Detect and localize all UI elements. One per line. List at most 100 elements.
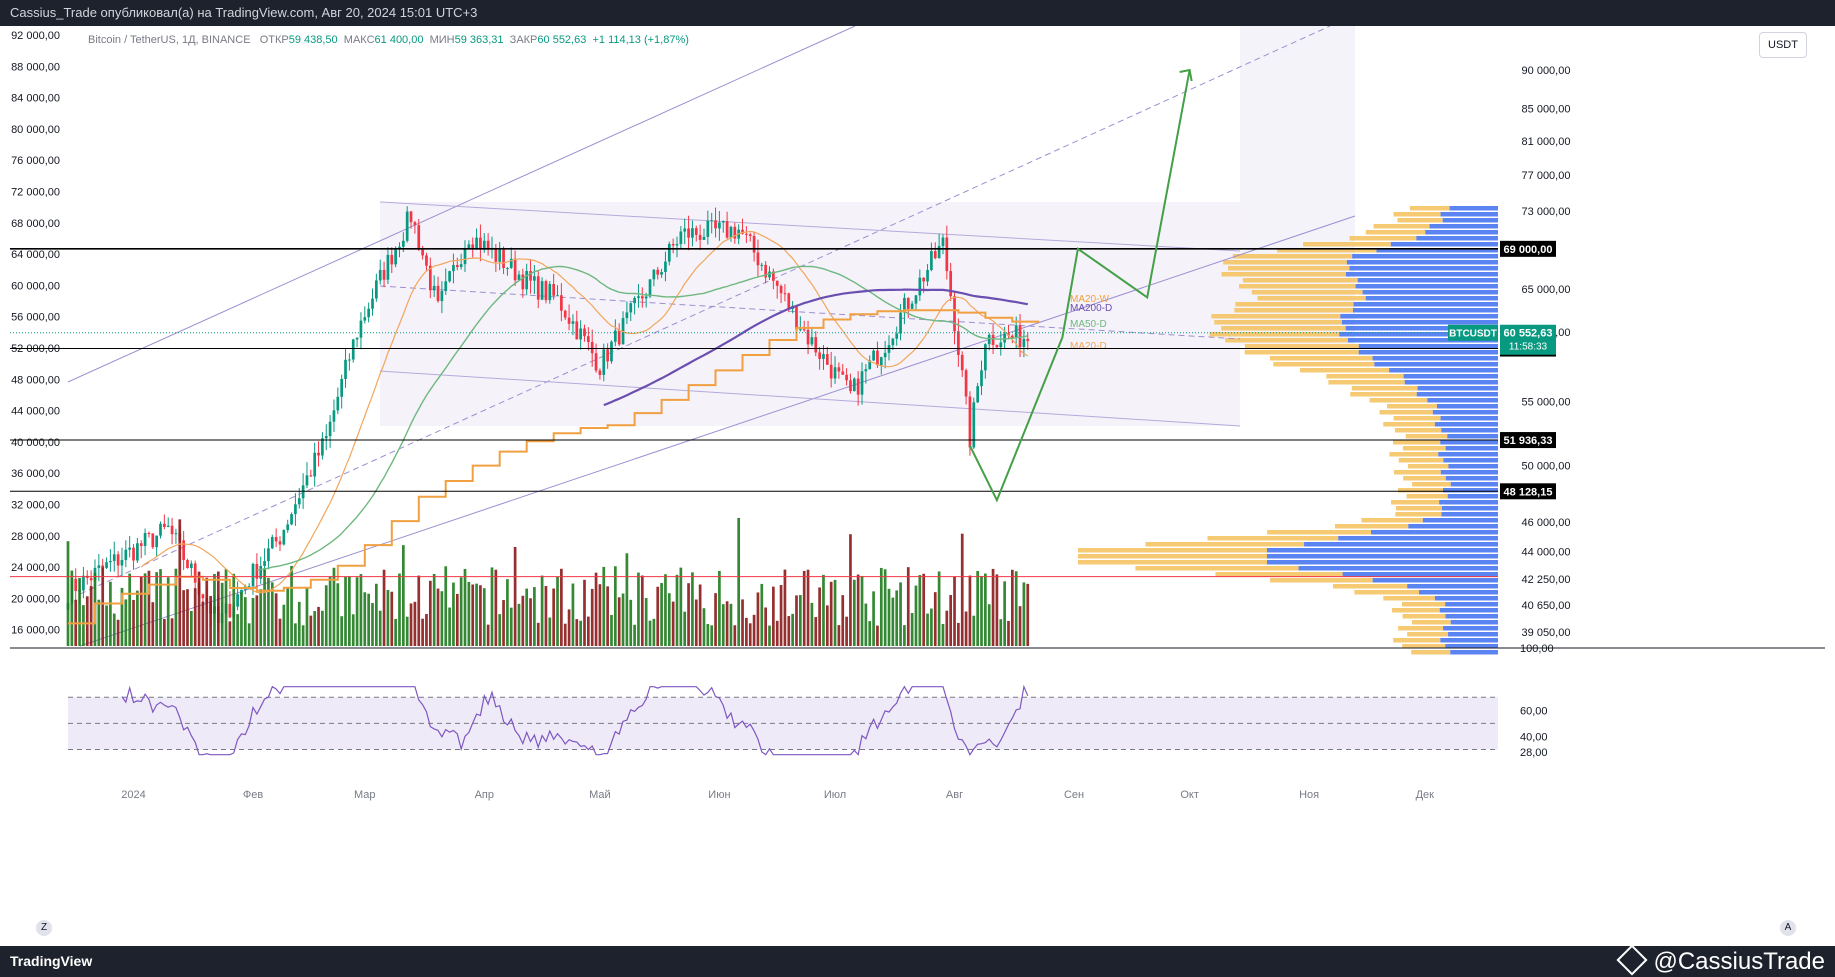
volume-profile-buy	[1445, 614, 1498, 619]
volume-bar	[725, 601, 729, 646]
candle-body	[1026, 338, 1030, 342]
x-axis-tick: Июл	[824, 789, 846, 801]
candle-body	[714, 220, 717, 229]
candle-body	[725, 221, 729, 238]
volume-profile-sell	[1398, 626, 1444, 631]
candle-body	[899, 312, 902, 334]
candle-body	[594, 353, 598, 371]
price-chart[interactable]: 92 000,00 88 000,00 84 000,00 80 000,00 76 0…	[10, 26, 1825, 946]
candle-body	[957, 331, 960, 355]
candle-body	[309, 475, 313, 477]
volume-profile-buy	[1445, 446, 1498, 451]
volume-profile-buy	[1439, 500, 1498, 505]
volume-bar	[883, 569, 887, 646]
right-axis-tick: 65 000,00	[1522, 284, 1571, 296]
volume-profile-buy	[1298, 566, 1498, 571]
volume-bar	[737, 517, 741, 646]
volume-bar	[220, 582, 224, 646]
volume-bar	[741, 599, 744, 646]
candle-body	[97, 565, 101, 568]
candle-body	[872, 350, 875, 361]
volume-profile-sell	[1228, 266, 1350, 271]
candle-body	[679, 231, 683, 245]
legend-open-label: ОТКР	[259, 34, 289, 46]
volume-profile-sell	[1267, 530, 1372, 535]
currency-button[interactable]: USDT	[1759, 32, 1807, 58]
candle-body	[448, 271, 451, 282]
candle-body	[587, 336, 590, 342]
candle-body	[159, 523, 162, 536]
volume-profile-buy	[1440, 416, 1498, 421]
volume-profile-sell	[1145, 542, 1305, 547]
candle-body	[132, 547, 135, 561]
volume-profile-buy	[1445, 644, 1498, 649]
volume-profile-buy	[1341, 320, 1498, 325]
volume-profile-buy	[1353, 302, 1498, 307]
volume-profile-sell	[1383, 422, 1435, 427]
candle-body	[540, 281, 544, 300]
candle-body	[428, 265, 432, 291]
volume-bar	[112, 613, 116, 646]
volume-bar	[506, 579, 509, 646]
volume-bar	[521, 595, 525, 646]
chart-frame[interactable]: 92 000,00 88 000,00 84 000,00 80 000,00 76 0…	[10, 26, 1825, 946]
candle-body	[575, 321, 579, 340]
volume-bar	[390, 591, 394, 646]
volume-profile-sell	[1402, 446, 1446, 451]
volume-bar	[806, 569, 810, 646]
x-axis-tick: Май	[589, 789, 611, 801]
volume-bar	[798, 595, 802, 646]
volume-bar	[590, 588, 594, 646]
ascending-channel-top	[67, 26, 856, 383]
candle-body	[980, 370, 983, 387]
candle-body	[949, 271, 953, 297]
candle-body	[182, 540, 185, 561]
candle-body	[972, 402, 976, 448]
candle-body	[694, 228, 698, 235]
left-axis-tick: 64 000,00	[11, 249, 60, 261]
candle-body	[444, 281, 448, 291]
left-axis-tick: 72 000,00	[11, 187, 60, 199]
candle-body	[513, 258, 517, 281]
volume-bar	[644, 598, 648, 646]
volume-bar	[629, 599, 633, 646]
volume-bar	[687, 583, 690, 646]
volume-bar	[116, 619, 120, 646]
volume-bar	[779, 585, 783, 646]
left-axis-tick: 36 000,00	[11, 468, 60, 480]
candle-body	[166, 525, 170, 527]
candle-body	[976, 386, 979, 403]
volume-profile-sell	[1221, 326, 1346, 331]
candle-body	[74, 578, 78, 592]
candle-body	[895, 333, 899, 339]
volume-bar	[598, 584, 602, 646]
volume-profile-buy	[1443, 488, 1498, 493]
volume-bar	[760, 583, 764, 646]
ma-label: MA50-D	[1070, 319, 1107, 330]
candle-body	[436, 285, 440, 302]
volume-bar	[463, 568, 467, 646]
volume-bar	[189, 610, 193, 646]
tradingview-logo[interactable]: TradingView	[10, 953, 92, 969]
volume-bar	[455, 593, 459, 646]
volume-bar	[213, 574, 216, 646]
volume-bar	[864, 603, 868, 646]
candle-body	[837, 367, 841, 372]
volume-profile-sell	[1393, 440, 1441, 445]
volume-bar	[818, 587, 821, 646]
volume-bar	[359, 574, 363, 646]
volume-profile-sell	[1393, 212, 1441, 217]
level-tag	[1500, 483, 1556, 500]
zoom-z-button[interactable]: Z	[36, 920, 52, 936]
right-axis-tick: 90 000,00	[1522, 65, 1571, 77]
volume-bar	[999, 619, 1003, 646]
candle-body	[155, 535, 159, 548]
auto-scale-button[interactable]: A	[1780, 920, 1796, 936]
volume-bar	[367, 593, 370, 646]
volume-bar	[193, 588, 197, 646]
volume-bar	[143, 573, 147, 646]
volume-bar	[783, 569, 787, 646]
volume-profile-sell	[1386, 404, 1437, 409]
candle-body	[463, 249, 467, 265]
candle-body	[1010, 335, 1014, 338]
